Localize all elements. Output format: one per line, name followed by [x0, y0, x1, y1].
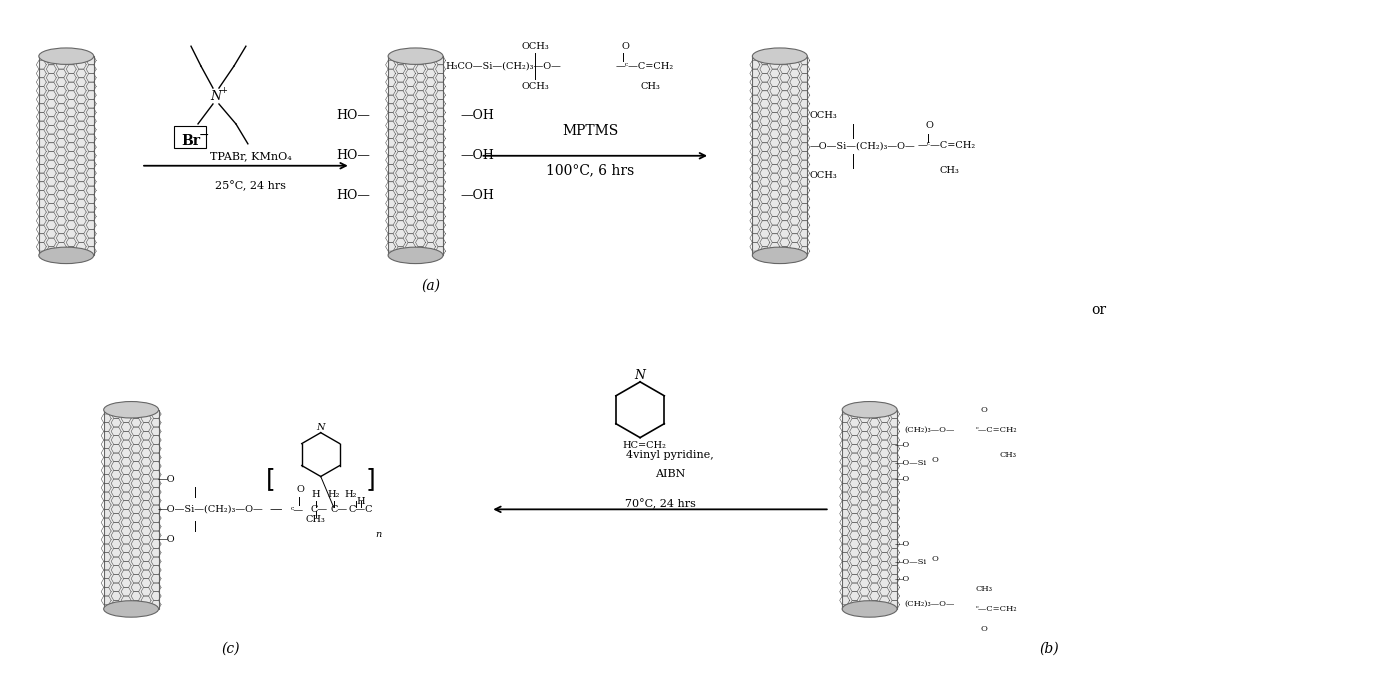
Text: Br: Br: [181, 134, 200, 148]
Ellipse shape: [752, 48, 807, 65]
Ellipse shape: [389, 48, 443, 65]
Text: ᶜ—C=CH₂: ᶜ—C=CH₂: [975, 426, 1017, 434]
Text: CH₃: CH₃: [975, 585, 993, 593]
Ellipse shape: [38, 247, 93, 264]
Text: H₃CO—Si—(CH₂)₃—O—: H₃CO—Si—(CH₂)₃—O—: [445, 62, 562, 70]
Text: O: O: [980, 406, 987, 413]
Text: TPABr, KMnO₄: TPABr, KMnO₄: [210, 151, 291, 161]
Text: —O: —O: [895, 575, 910, 583]
Text: N: N: [317, 423, 325, 432]
Bar: [104, 410, 158, 609]
Text: O: O: [931, 456, 938, 464]
Text: O: O: [297, 485, 305, 494]
Text: 25°C, 24 hrs: 25°C, 24 hrs: [216, 180, 287, 191]
Text: —O—Si—(CH₂)₃—O—: —O—Si—(CH₂)₃—O—: [158, 505, 264, 514]
Text: —ᶜ—C=CH₂: —ᶜ—C=CH₂: [615, 62, 673, 70]
Text: 100°C, 6 hrs: 100°C, 6 hrs: [546, 164, 634, 177]
Text: —O—Si: —O—Si: [895, 558, 927, 566]
Text: H₂: H₂: [328, 490, 341, 499]
Text: —O: —O: [895, 475, 910, 484]
Text: H: H: [312, 490, 320, 499]
Text: O: O: [980, 625, 987, 633]
Text: HO—: HO—: [336, 189, 371, 202]
Bar: [174, 126, 206, 148]
Text: —OH: —OH: [460, 109, 494, 122]
Text: C—: C—: [331, 505, 347, 514]
Text: —O: —O: [158, 535, 176, 544]
Text: H: H: [357, 497, 365, 506]
Bar: [38, 56, 93, 255]
Ellipse shape: [104, 601, 158, 617]
Text: OCH₃: OCH₃: [522, 42, 549, 51]
Text: (CH₂)₃—O—: (CH₂)₃—O—: [905, 426, 956, 434]
Text: (b): (b): [1039, 642, 1059, 656]
Text: —O: —O: [895, 540, 910, 548]
Text: —OH: —OH: [460, 149, 494, 162]
Ellipse shape: [842, 402, 897, 418]
Text: —OH: —OH: [460, 189, 494, 202]
Text: HO—: HO—: [336, 109, 371, 122]
Text: H₂: H₂: [345, 490, 357, 499]
Text: −: −: [199, 129, 209, 143]
Ellipse shape: [104, 402, 158, 418]
Text: —O—Si—(CH₂)₃—O—: —O—Si—(CH₂)₃—O—: [810, 141, 916, 150]
Text: OCH₃: OCH₃: [522, 81, 549, 90]
Text: CH₃: CH₃: [306, 515, 325, 524]
Text: ]: ]: [365, 468, 375, 491]
Text: (CH₂)₃—O—: (CH₂)₃—O—: [905, 600, 956, 608]
Text: C—: C—: [310, 505, 328, 514]
Text: —ᶜ—C=CH₂: —ᶜ—C=CH₂: [917, 141, 976, 150]
Text: or: or: [1092, 303, 1107, 317]
Text: —O: —O: [895, 441, 910, 449]
Text: CH₃: CH₃: [939, 166, 960, 175]
Text: +: +: [221, 86, 228, 95]
Text: MPTMS: MPTMS: [562, 124, 618, 138]
Text: —O—Si: —O—Si: [895, 459, 927, 466]
Text: [: [: [266, 468, 276, 491]
Text: OCH₃: OCH₃: [810, 171, 838, 180]
Text: OCH₃: OCH₃: [810, 111, 838, 120]
Bar: [842, 410, 897, 609]
Text: HC=CH₂: HC=CH₂: [622, 441, 666, 450]
Text: CH₃: CH₃: [640, 81, 660, 90]
Text: HO—: HO—: [336, 149, 371, 162]
Text: 4vinyl pyridine,: 4vinyl pyridine,: [626, 450, 714, 459]
Text: AIBN: AIBN: [655, 470, 685, 480]
Text: N: N: [210, 90, 221, 102]
Text: O: O: [621, 42, 629, 51]
Text: C—C: C—C: [349, 505, 373, 514]
Text: 70°C, 24 hrs: 70°C, 24 hrs: [625, 499, 696, 509]
Text: ᶜ—C=CH₂: ᶜ—C=CH₂: [975, 605, 1017, 613]
Text: n: n: [375, 530, 382, 539]
Text: ᶜ—: ᶜ—: [291, 505, 303, 514]
Text: O: O: [931, 555, 938, 563]
Bar: [752, 56, 807, 255]
Ellipse shape: [38, 48, 93, 65]
Text: CH₃: CH₃: [1000, 450, 1016, 459]
Text: (c): (c): [221, 642, 240, 656]
Ellipse shape: [389, 247, 443, 264]
Ellipse shape: [842, 601, 897, 617]
Text: —: —: [269, 503, 281, 516]
Text: O: O: [925, 121, 934, 130]
Text: (a): (a): [422, 278, 439, 292]
Bar: [389, 56, 443, 255]
Ellipse shape: [752, 247, 807, 264]
Text: N: N: [634, 370, 645, 382]
Text: —O: —O: [158, 475, 176, 484]
